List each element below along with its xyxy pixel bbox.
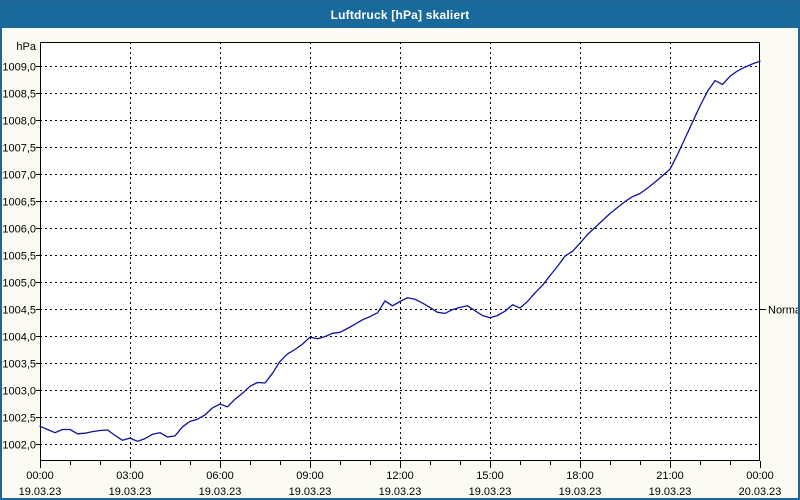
x-time-label: 03:00 bbox=[116, 470, 144, 482]
x-date-label: 19.03.23 bbox=[289, 486, 332, 498]
y-tick-label: 1006,0 bbox=[2, 224, 36, 236]
x-time-label: 00:00 bbox=[746, 470, 774, 482]
x-date-label: 19.03.23 bbox=[469, 486, 512, 498]
x-time-label: 21:00 bbox=[656, 470, 684, 482]
title-bar[interactable]: Luftdruck [hPa] skaliert bbox=[2, 2, 798, 28]
y-tick-label: 1005,5 bbox=[2, 251, 36, 263]
y-tick-label: 1007,5 bbox=[2, 143, 36, 155]
normal-label: Normal bbox=[768, 305, 798, 317]
y-tick-label: 1006,5 bbox=[2, 197, 36, 209]
y-tick-label: 1008,0 bbox=[2, 116, 36, 128]
x-date-label: 19.03.23 bbox=[19, 486, 62, 498]
pressure-chart: 1002,0 1002,5 1003,0 1003,5 1004,0 1004,5 1005… bbox=[2, 41, 798, 498]
x-axis-time-labels: 00:00 03:00 06:00 09:00 12:00 15:00 18:00 21:00… bbox=[26, 470, 774, 482]
pressure-line bbox=[39, 60, 761, 442]
x-time-label: 15:00 bbox=[476, 470, 504, 482]
y-axis-unit-label: hPa bbox=[16, 41, 36, 53]
y-tick-label: 1003,0 bbox=[2, 386, 36, 398]
y-tick-label: 1009,0 bbox=[2, 62, 36, 74]
plot-area bbox=[40, 42, 760, 461]
y-tick-label: 1005,0 bbox=[2, 278, 36, 290]
y-tick-label: 1008,5 bbox=[2, 89, 36, 101]
y-tick-label: 1004,5 bbox=[2, 305, 36, 317]
plot-border bbox=[40, 42, 760, 461]
x-time-label: 09:00 bbox=[296, 470, 324, 482]
y-tick-label: 1002,0 bbox=[2, 440, 36, 452]
y-tick-label: 1004,0 bbox=[2, 332, 36, 344]
window-title: Luftdruck [hPa] skaliert bbox=[330, 8, 470, 22]
x-axis-ticks bbox=[40, 461, 761, 468]
x-time-label: 12:00 bbox=[386, 470, 414, 482]
x-date-label: 19.03.23 bbox=[199, 486, 242, 498]
x-date-label: 19.03.23 bbox=[559, 486, 602, 498]
normal-annotation: Normal bbox=[760, 305, 798, 317]
x-time-label: 18:00 bbox=[566, 470, 594, 482]
x-date-label: 20.03.23 bbox=[739, 486, 782, 498]
y-tick-label: 1007,0 bbox=[2, 170, 36, 182]
y-axis-tick-labels: 1002,0 1002,5 1003,0 1003,5 1004,0 1004,5 1005… bbox=[2, 62, 36, 452]
x-date-label: 19.03.23 bbox=[649, 486, 692, 498]
x-date-label: 19.03.23 bbox=[109, 486, 152, 498]
x-date-label: 19.03.23 bbox=[379, 486, 422, 498]
y-tick-label: 1003,5 bbox=[2, 359, 36, 371]
x-axis-date-labels: 19.03.23 19.03.23 19.03.23 19.03.23 19.03.23… bbox=[19, 486, 782, 498]
x-time-label: 00:00 bbox=[26, 470, 54, 482]
y-tick-label: 1002,5 bbox=[2, 413, 36, 425]
x-time-label: 06:00 bbox=[206, 470, 234, 482]
